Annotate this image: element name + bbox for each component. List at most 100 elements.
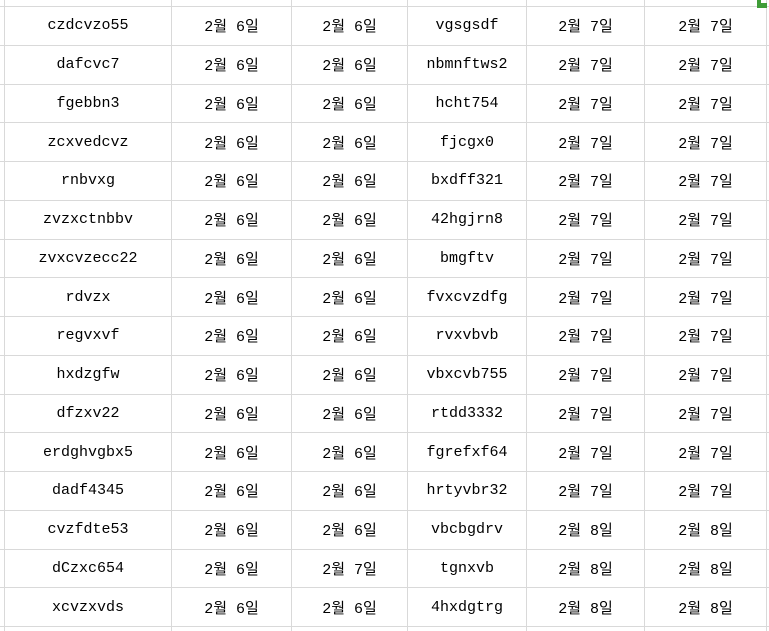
cell-partial[interactable]: [527, 0, 645, 7]
cell-partial[interactable]: [408, 627, 527, 631]
cell-date-2[interactable]: 2월 6일: [292, 394, 408, 434]
cell-date-3[interactable]: 2월 7일: [527, 45, 645, 85]
cell-date-4[interactable]: 2월 8일: [645, 510, 767, 550]
cell-edge-partial[interactable]: [0, 45, 5, 85]
cell-date-1[interactable]: 2월 6일: [172, 394, 292, 434]
cell-date-3[interactable]: 2월 7일: [527, 278, 645, 317]
cell-date-2[interactable]: 2월 6일: [292, 7, 408, 46]
cell-edge-partial[interactable]: [767, 84, 769, 124]
cell-edge-partial[interactable]: [0, 510, 5, 550]
cell-item-id-2[interactable]: fjcgx0: [408, 123, 527, 162]
cell-date-2[interactable]: 2월 6일: [292, 162, 408, 201]
cell-edge-partial[interactable]: [767, 317, 769, 356]
cell-date-3[interactable]: 2월 8일: [527, 549, 645, 589]
cell-item-id[interactable]: dfzxv22: [5, 394, 172, 434]
cell-date-1[interactable]: 2월 6일: [172, 278, 292, 317]
cell-partial[interactable]: [0, 627, 5, 631]
cell-item-id[interactable]: erdghvgbx5: [5, 433, 172, 472]
cell-item-id[interactable]: zcxvedcvz: [5, 123, 172, 162]
cell-item-id-2[interactable]: vgsgsdf: [408, 7, 527, 46]
cell-date-4[interactable]: 2월 7일: [645, 433, 767, 472]
cell-edge-partial[interactable]: [0, 84, 5, 124]
cell-date-4[interactable]: 2월 7일: [645, 472, 767, 511]
cell-edge-partial[interactable]: [767, 355, 769, 395]
cell-date-1[interactable]: 2월 6일: [172, 355, 292, 395]
cell-date-4[interactable]: 2월 7일: [645, 355, 767, 395]
cell-date-2[interactable]: 2월 6일: [292, 317, 408, 356]
cell-item-id[interactable]: hxdzgfw: [5, 355, 172, 395]
cell-partial[interactable]: [408, 0, 527, 7]
cell-date-3[interactable]: 2월 7일: [527, 200, 645, 240]
cell-partial[interactable]: [527, 627, 645, 631]
cell-date-1[interactable]: 2월 6일: [172, 510, 292, 550]
cell-date-3[interactable]: 2월 7일: [527, 123, 645, 162]
cell-date-4[interactable]: 2월 7일: [645, 317, 767, 356]
cell-item-id-2[interactable]: fgrefxf64: [408, 433, 527, 472]
cell-edge-partial[interactable]: [0, 472, 5, 511]
cell-date-4[interactable]: 2월 7일: [645, 45, 767, 85]
cell-partial[interactable]: [5, 0, 172, 7]
cell-date-1[interactable]: 2월 6일: [172, 84, 292, 124]
cell-date-2[interactable]: 2월 6일: [292, 278, 408, 317]
cell-edge-partial[interactable]: [767, 549, 769, 589]
cell-item-id[interactable]: fgebbn3: [5, 84, 172, 124]
cell-date-3[interactable]: 2월 7일: [527, 433, 645, 472]
cell-date-1[interactable]: 2월 6일: [172, 162, 292, 201]
cell-date-2[interactable]: 2월 6일: [292, 355, 408, 395]
cell-partial[interactable]: [0, 0, 5, 7]
cell-item-id-2[interactable]: vbcbgdrv: [408, 510, 527, 550]
cell-date-2[interactable]: 2월 6일: [292, 510, 408, 550]
cell-item-id[interactable]: cvzfdte53: [5, 510, 172, 550]
cell-item-id-2[interactable]: bxdff321: [408, 162, 527, 201]
cell-partial[interactable]: [645, 627, 767, 631]
cell-date-4[interactable]: 2월 7일: [645, 123, 767, 162]
cell-date-2[interactable]: 2월 6일: [292, 123, 408, 162]
cell-item-id[interactable]: dCzxc654: [5, 549, 172, 589]
cell-date-3[interactable]: 2월 8일: [527, 510, 645, 550]
cell-edge-partial[interactable]: [767, 123, 769, 162]
cell-item-id[interactable]: rnbvxg: [5, 162, 172, 201]
cell-date-3[interactable]: 2월 7일: [527, 162, 645, 201]
cell-item-id-2[interactable]: rvxvbvb: [408, 317, 527, 356]
cell-edge-partial[interactable]: [767, 394, 769, 434]
cell-partial[interactable]: [5, 627, 172, 631]
cell-date-2[interactable]: 2월 6일: [292, 45, 408, 85]
cell-date-3[interactable]: 2월 7일: [527, 355, 645, 395]
cell-date-3[interactable]: 2월 7일: [527, 84, 645, 124]
cell-edge-partial[interactable]: [0, 394, 5, 434]
cell-item-id-2[interactable]: hrtyvbr32: [408, 472, 527, 511]
cell-date-2[interactable]: 2월 7일: [292, 549, 408, 589]
cell-edge-partial[interactable]: [0, 588, 5, 627]
cell-partial[interactable]: [767, 0, 769, 7]
cell-edge-partial[interactable]: [767, 7, 769, 46]
cell-edge-partial[interactable]: [767, 278, 769, 317]
cell-edge-partial[interactable]: [767, 45, 769, 85]
cell-date-1[interactable]: 2월 6일: [172, 549, 292, 589]
cell-item-id[interactable]: regvxvf: [5, 317, 172, 356]
cell-edge-partial[interactable]: [0, 433, 5, 472]
cell-item-id-2[interactable]: bmgftv: [408, 239, 527, 279]
cell-item-id-2[interactable]: fvxcvzdfg: [408, 278, 527, 317]
cell-item-id-2[interactable]: 42hgjrn8: [408, 200, 527, 240]
cell-edge-partial[interactable]: [0, 239, 5, 279]
cell-item-id-2[interactable]: tgnxvb: [408, 549, 527, 589]
cell-item-id-2[interactable]: nbmnftws2: [408, 45, 527, 85]
cell-date-4[interactable]: 2월 7일: [645, 84, 767, 124]
cell-date-4[interactable]: 2월 7일: [645, 394, 767, 434]
cell-date-4[interactable]: 2월 7일: [645, 278, 767, 317]
cell-date-3[interactable]: 2월 8일: [527, 588, 645, 627]
cell-edge-partial[interactable]: [0, 317, 5, 356]
cell-date-4[interactable]: 2월 7일: [645, 200, 767, 240]
cell-date-2[interactable]: 2월 6일: [292, 84, 408, 124]
cell-date-1[interactable]: 2월 6일: [172, 472, 292, 511]
cell-date-4[interactable]: 2월 7일: [645, 239, 767, 279]
cell-edge-partial[interactable]: [767, 239, 769, 279]
cell-date-3[interactable]: 2월 7일: [527, 394, 645, 434]
cell-edge-partial[interactable]: [767, 200, 769, 240]
cell-partial[interactable]: [292, 627, 408, 631]
cell-edge-partial[interactable]: [767, 162, 769, 201]
cell-date-4[interactable]: 2월 7일: [645, 162, 767, 201]
cell-item-id-2[interactable]: 4hxdgtrg: [408, 588, 527, 627]
cell-date-2[interactable]: 2월 6일: [292, 433, 408, 472]
cell-item-id-2[interactable]: hcht754: [408, 84, 527, 124]
